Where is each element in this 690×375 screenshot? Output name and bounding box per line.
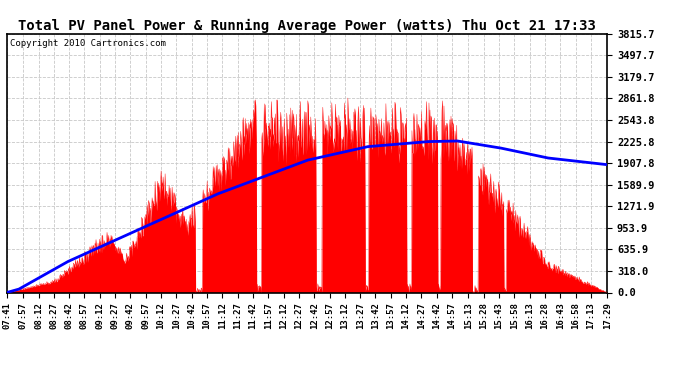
Title: Total PV Panel Power & Running Average Power (watts) Thu Oct 21 17:33: Total PV Panel Power & Running Average P… bbox=[18, 18, 596, 33]
Text: Copyright 2010 Cartronics.com: Copyright 2010 Cartronics.com bbox=[10, 39, 166, 48]
